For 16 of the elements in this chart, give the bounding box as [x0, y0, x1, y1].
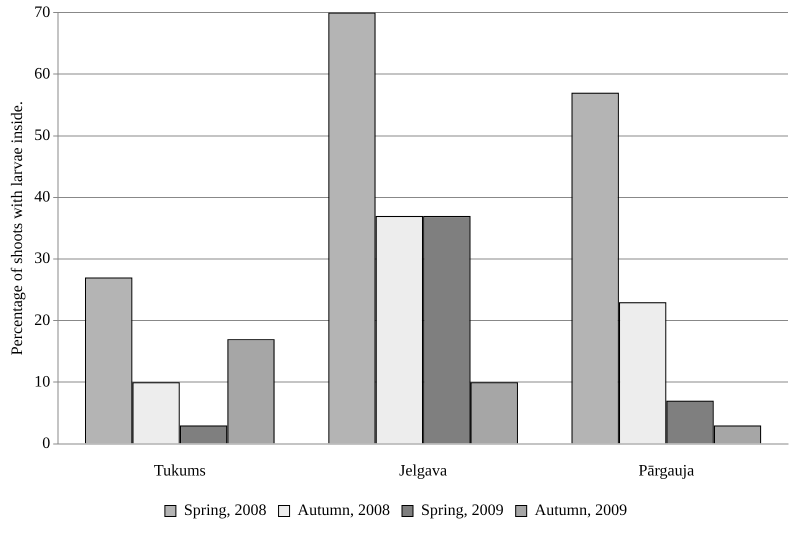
legend-label: Spring, 2008	[184, 502, 267, 520]
y-tick-label: 50	[34, 127, 50, 144]
y-tick-label: 10	[34, 373, 50, 390]
y-tick-label: 70	[34, 4, 50, 21]
y-axis-title: Percentage of shoots with larvae inside.	[8, 101, 26, 356]
y-tick-label: 40	[34, 188, 50, 206]
y-tick-label: 30	[34, 250, 50, 268]
legend-label: Autumn, 2009	[534, 502, 628, 520]
legend-label: Spring, 2009	[421, 502, 504, 520]
x-tick-label: Jelgava	[399, 462, 448, 480]
y-tick-label: 60	[34, 65, 50, 82]
legend-label: Autumn, 2008	[298, 502, 390, 520]
y-tick-label: 0	[42, 435, 50, 452]
x-tick-label: Tukums	[154, 462, 206, 480]
x-tick-label: Pārgauja	[638, 462, 694, 480]
y-tick-label: 20	[34, 312, 50, 329]
